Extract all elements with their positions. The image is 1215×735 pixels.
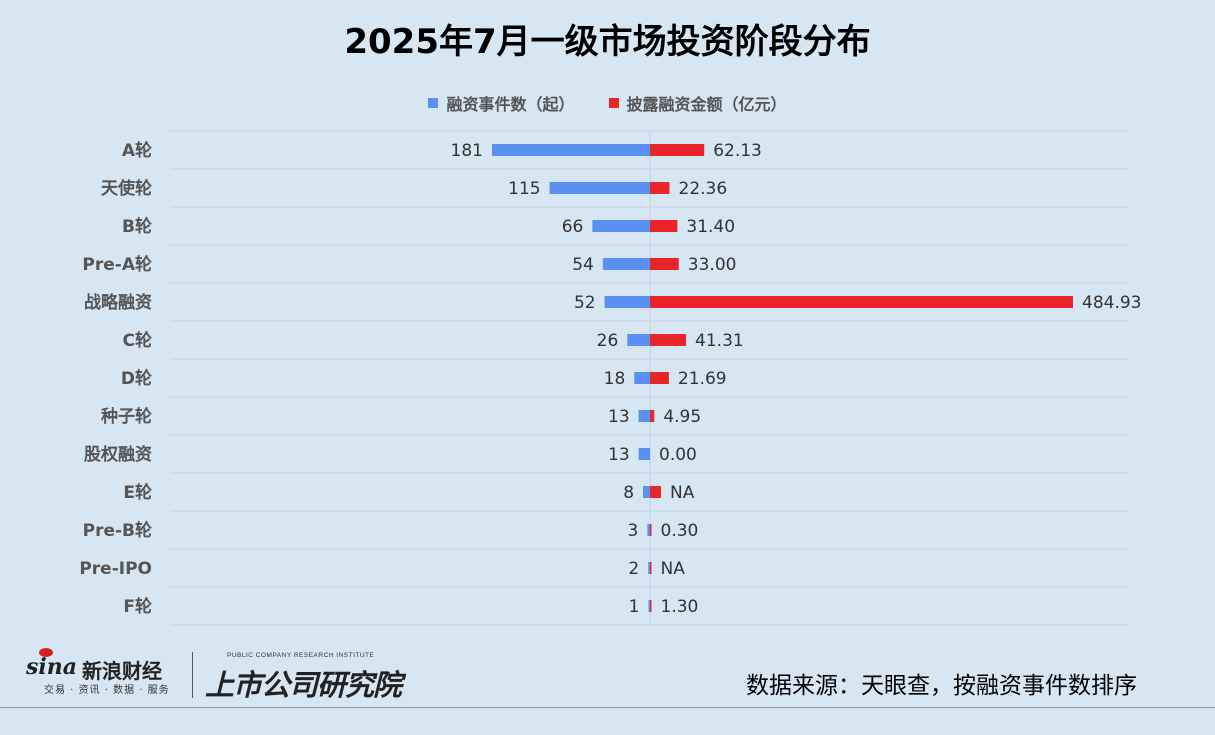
- chart-legend: 融资事件数（起） 披露融资金额（亿元）: [0, 91, 1215, 115]
- events-value-label: 26: [597, 331, 619, 351]
- events-value-label: 52: [574, 293, 596, 313]
- category-label: Pre-IPO: [79, 559, 152, 579]
- amount-value-label: 1.30: [661, 597, 699, 617]
- events-bar: [648, 562, 650, 574]
- footer-divider: [0, 707, 1215, 708]
- category-label: 天使轮: [101, 178, 152, 199]
- amount-bar: [650, 600, 652, 612]
- amount-value-label: 0.00: [659, 445, 697, 465]
- category-label: Pre-A轮: [82, 254, 152, 275]
- amount-bar: [650, 524, 652, 536]
- logo-divider: [192, 652, 193, 698]
- events-value-label: 181: [451, 141, 483, 161]
- amount-bar: [650, 182, 670, 194]
- amount-value-label: 22.36: [679, 179, 728, 199]
- category-label: C轮: [123, 330, 152, 351]
- amount-bar: [650, 144, 705, 156]
- events-bar: [592, 220, 650, 232]
- events-bar: [549, 182, 650, 194]
- amount-value-label: 62.13: [713, 141, 762, 161]
- amount-bar: [650, 220, 678, 232]
- sina-finance-name: 新浪财经: [82, 659, 162, 683]
- events-value-label: 8: [623, 483, 634, 503]
- category-label: D轮: [121, 368, 152, 389]
- amount-bar: [650, 296, 1073, 308]
- events-value-label: 13: [608, 445, 630, 465]
- sina-finance-logo: sina 新浪财经 交易 · 资讯 · 数据 · 服务: [26, 648, 186, 696]
- events-bar: [604, 296, 650, 308]
- research-institute-en: PUBLIC COMPANY RESEARCH INSTITUTE: [227, 652, 375, 659]
- events-value-label: 1: [629, 597, 640, 617]
- sina-eye-icon: [39, 648, 53, 657]
- events-bar: [638, 410, 650, 422]
- events-bar: [638, 448, 650, 460]
- amount-value-label: 33.00: [688, 255, 737, 275]
- category-label: A轮: [122, 140, 152, 161]
- amount-value-label: 41.31: [695, 331, 744, 351]
- sina-wordmark: sina: [26, 654, 77, 680]
- amount-bar: [650, 258, 679, 270]
- events-value-label: 54: [572, 255, 594, 275]
- legend-item-events: 融资事件数（起）: [428, 91, 575, 115]
- amount-value-label: 31.40: [686, 217, 735, 237]
- events-bar: [602, 258, 650, 270]
- amount-bar: [650, 562, 652, 574]
- amount-value-label: 0.30: [661, 521, 699, 541]
- events-value-label: 66: [562, 217, 584, 237]
- category-label: 战略融资: [84, 292, 152, 313]
- legend-swatch-amount: [608, 98, 619, 108]
- events-value-label: 13: [608, 407, 630, 427]
- events-value-label: 18: [604, 369, 626, 389]
- sina-finance-tagline: 交易 · 资讯 · 数据 · 服务: [44, 685, 170, 696]
- amount-bar: [650, 334, 687, 346]
- events-bar: [648, 600, 650, 612]
- events-bar: [627, 334, 650, 346]
- legend-swatch-events: [428, 98, 439, 108]
- amount-value-label: 4.95: [663, 407, 701, 427]
- events-value-label: 2: [628, 559, 639, 579]
- research-institute-logo: PUBLIC COMPANY RESEARCH INSTITUTE 上市公司研究…: [205, 652, 425, 702]
- research-institute-cn: 上市公司研究院: [205, 668, 402, 702]
- legend-item-amount: 披露融资金额（亿元）: [608, 91, 787, 115]
- events-value-label: 3: [628, 521, 639, 541]
- events-bar: [647, 524, 650, 536]
- data-source-note: 数据来源：天眼查，按融资事件数排序: [746, 673, 1137, 699]
- category-label: 种子轮: [100, 406, 152, 427]
- category-label: 股权融资: [84, 444, 152, 465]
- category-label: E轮: [123, 482, 152, 503]
- legend-label-amount: 披露融资金额（亿元）: [626, 95, 787, 114]
- amount-bar: [650, 410, 655, 422]
- events-bar: [634, 372, 650, 384]
- category-label: F轮: [123, 596, 152, 617]
- chart-title: 2025年7月一级市场投资阶段分布: [344, 22, 871, 62]
- events-bar: [643, 486, 650, 498]
- amount-value-label: 484.93: [1082, 293, 1141, 313]
- amount-value-label: NA: [670, 483, 695, 503]
- category-label: Pre-B轮: [83, 520, 152, 541]
- amount-bar: [650, 486, 661, 498]
- amount-value-label: NA: [661, 559, 686, 579]
- amount-bar: [650, 372, 669, 384]
- events-value-label: 115: [508, 179, 540, 199]
- category-label: B轮: [122, 216, 152, 237]
- legend-label-events: 融资事件数（起）: [446, 95, 575, 114]
- events-bar: [492, 144, 650, 156]
- amount-value-label: 21.69: [678, 369, 727, 389]
